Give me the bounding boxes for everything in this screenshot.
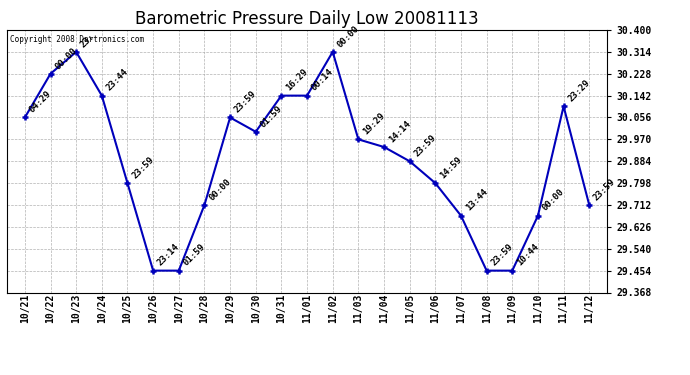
Text: 23:29: 23:29 — [566, 78, 592, 104]
Text: 01:59: 01:59 — [259, 104, 284, 129]
Text: 23:59: 23:59 — [489, 243, 515, 268]
Text: 13:44: 13:44 — [464, 188, 489, 213]
Text: 23:59: 23:59 — [413, 133, 438, 159]
Text: 23:44: 23:44 — [105, 68, 130, 93]
Text: 00:00: 00:00 — [541, 188, 566, 213]
Text: 00:00: 00:00 — [335, 24, 361, 49]
Text: 23:59: 23:59 — [233, 89, 258, 115]
Text: 14:59: 14:59 — [438, 155, 464, 180]
Text: 04:29: 04:29 — [28, 89, 53, 115]
Text: 23:59: 23:59 — [130, 155, 156, 180]
Text: 23:: 23: — [79, 32, 97, 49]
Text: Copyright 2008 Dartronics.com: Copyright 2008 Dartronics.com — [10, 35, 144, 44]
Text: 10:44: 10:44 — [515, 243, 540, 268]
Text: 00:00: 00:00 — [53, 46, 79, 71]
Text: 16:29: 16:29 — [284, 68, 310, 93]
Text: 01:59: 01:59 — [181, 243, 207, 268]
Text: 14:14: 14:14 — [387, 119, 412, 144]
Text: 19:29: 19:29 — [361, 111, 386, 136]
Text: 00:00: 00:00 — [207, 177, 233, 202]
Text: 00:14: 00:14 — [310, 68, 335, 93]
Text: 23:14: 23:14 — [156, 243, 181, 268]
Title: Barometric Pressure Daily Low 20081113: Barometric Pressure Daily Low 20081113 — [135, 10, 479, 28]
Text: 23:59: 23:59 — [592, 177, 618, 202]
